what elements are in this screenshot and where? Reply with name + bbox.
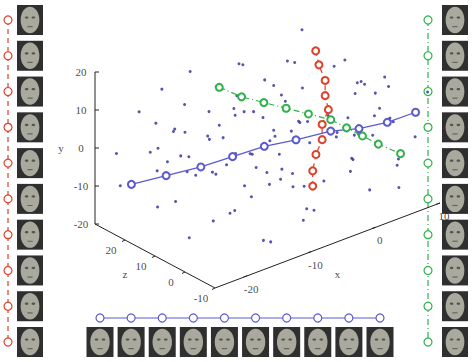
svg-text:20: 20 [76,66,88,78]
svg-text:y: y [58,142,64,154]
svg-text:0: 0 [377,234,383,246]
svg-text:x: x [335,268,341,280]
svg-text:z: z [123,268,128,280]
svg-text:10: 10 [76,104,88,116]
svg-text:-20: -20 [74,218,89,230]
svg-text:0: 0 [168,276,174,288]
svg-text:0: 0 [78,142,84,154]
svg-text:10: 10 [136,260,148,272]
svg-text:-20: -20 [244,283,259,295]
svg-text:10: 10 [439,210,451,222]
svg-text:-10: -10 [74,180,89,192]
svg-text:20: 20 [106,244,118,256]
svg-text:-10: -10 [194,292,209,304]
svg-text:-10: -10 [308,259,323,271]
